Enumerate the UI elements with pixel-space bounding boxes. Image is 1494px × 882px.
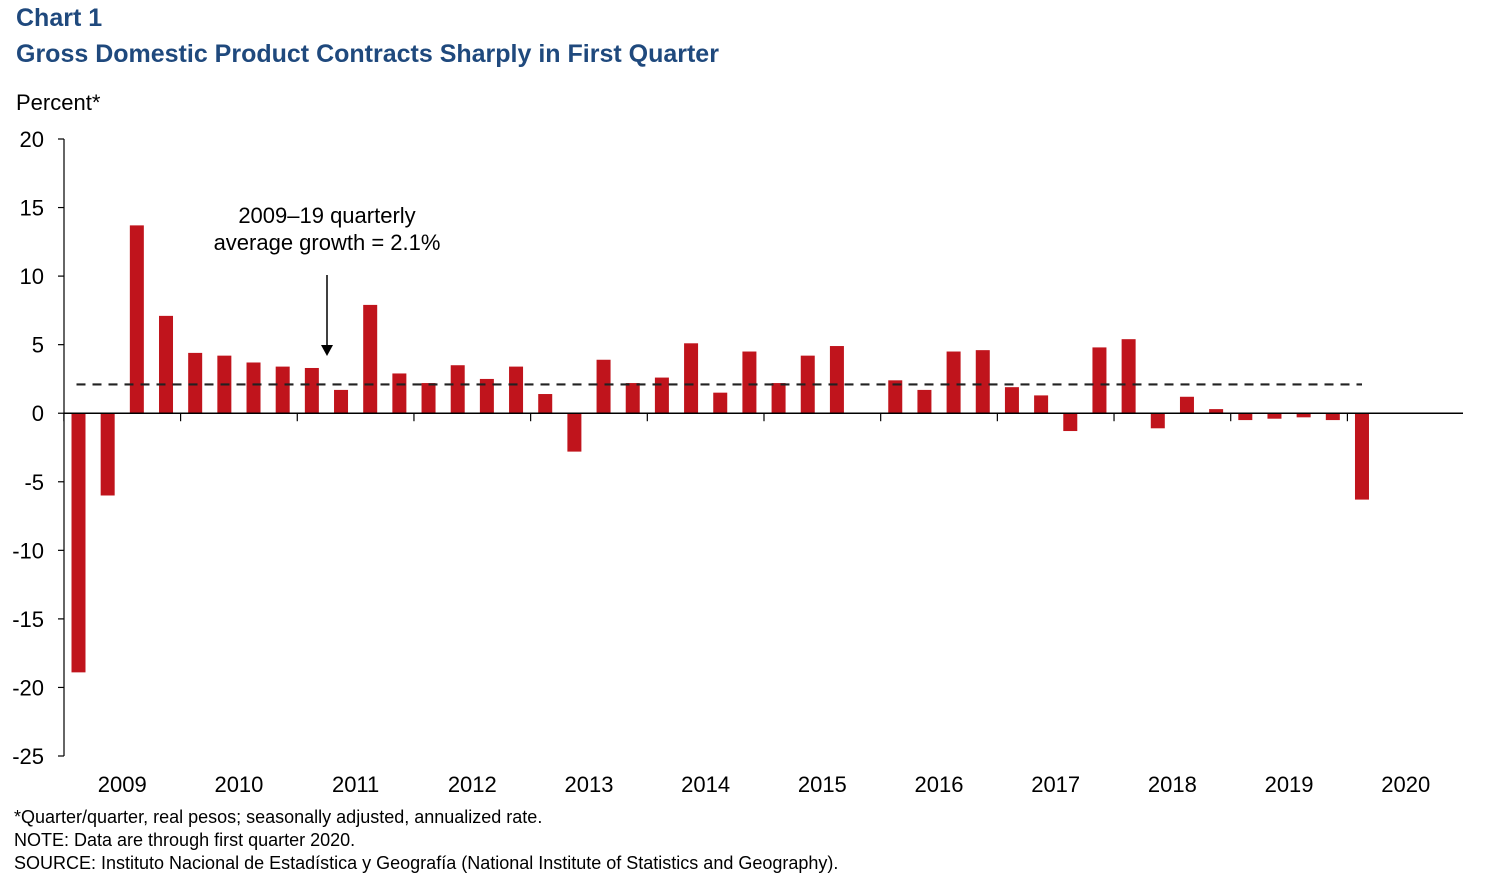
bar bbox=[1354, 413, 1369, 500]
y-tick-label: 5 bbox=[32, 333, 44, 358]
chart-label: Chart 1 bbox=[16, 4, 103, 32]
bar bbox=[1034, 395, 1049, 414]
x-tick-label: 2013 bbox=[564, 772, 613, 797]
y-tick-label: 20 bbox=[20, 127, 44, 152]
bar bbox=[1092, 347, 1107, 414]
bar bbox=[129, 225, 144, 414]
bar bbox=[888, 380, 903, 414]
bar bbox=[829, 346, 844, 414]
x-tick-label: 2010 bbox=[214, 772, 263, 797]
bar bbox=[917, 389, 932, 414]
y-tick-label: -10 bbox=[12, 538, 44, 563]
bar bbox=[713, 392, 728, 414]
footnote: *Quarter/quarter, real pesos; seasonally… bbox=[14, 807, 543, 827]
y-tick-label: -15 bbox=[12, 607, 44, 632]
x-tick-label: 2016 bbox=[915, 772, 964, 797]
y-tick-label: 15 bbox=[20, 196, 44, 221]
bar bbox=[771, 383, 786, 414]
annotation-group: 2009–19 quarterly average growth = 2.1% bbox=[214, 203, 441, 356]
bar-series bbox=[71, 225, 1369, 673]
annotation-arrow-head bbox=[321, 345, 333, 356]
bar bbox=[363, 304, 378, 414]
bar bbox=[100, 413, 115, 496]
y-tick-label: -20 bbox=[12, 675, 44, 700]
bar bbox=[596, 359, 611, 414]
bar bbox=[538, 394, 553, 414]
bar bbox=[275, 366, 290, 414]
bar bbox=[1063, 413, 1078, 432]
bar bbox=[567, 413, 582, 452]
bar bbox=[421, 383, 436, 414]
bar bbox=[1121, 339, 1136, 414]
bar bbox=[654, 377, 669, 414]
bar bbox=[334, 389, 349, 414]
bar bbox=[975, 350, 990, 414]
x-tick-label: 2020 bbox=[1381, 772, 1430, 797]
annotation-line-1: 2009–19 quarterly bbox=[238, 203, 415, 228]
note: NOTE: Data are through first quarter 202… bbox=[14, 830, 356, 850]
x-tick-label: 2015 bbox=[798, 772, 847, 797]
bar bbox=[1179, 396, 1194, 414]
y-tick-label: 10 bbox=[20, 264, 44, 289]
x-tick-label: 2012 bbox=[448, 772, 497, 797]
bar bbox=[1150, 413, 1165, 429]
bar bbox=[479, 378, 494, 414]
chart-notes: *Quarter/quarter, real pesos; seasonally… bbox=[14, 806, 838, 875]
bar bbox=[742, 351, 757, 414]
bar bbox=[800, 355, 815, 414]
bar bbox=[1267, 413, 1282, 419]
bar bbox=[450, 365, 465, 414]
bar bbox=[246, 362, 261, 414]
y-axis-unit-label: Percent* bbox=[16, 90, 101, 115]
bar bbox=[392, 373, 407, 414]
bar bbox=[1004, 387, 1019, 414]
x-tick-label: 2018 bbox=[1148, 772, 1197, 797]
bar bbox=[1296, 413, 1311, 418]
bar bbox=[159, 315, 174, 414]
x-tick-label: 2017 bbox=[1031, 772, 1080, 797]
x-tick-label: 2014 bbox=[681, 772, 730, 797]
bar bbox=[509, 366, 524, 414]
bar bbox=[684, 343, 699, 414]
x-axis: 2009 2010 2011 2012 2013 2014 2015 2016 2017 2018… bbox=[63, 412, 1463, 797]
bar bbox=[304, 367, 319, 414]
bar bbox=[71, 413, 86, 673]
y-axis: 20 15 10 5 0 -5 -10 -15 -20 -25 bbox=[12, 127, 65, 769]
chart-title: Gross Domestic Product Contracts Sharply… bbox=[16, 40, 719, 68]
bar bbox=[188, 352, 203, 414]
annotation-line-2: average growth = 2.1% bbox=[214, 230, 441, 255]
bar bbox=[946, 351, 961, 414]
y-tick-label: 0 bbox=[32, 401, 44, 426]
y-tick-label: -5 bbox=[24, 470, 44, 495]
bar bbox=[1209, 409, 1224, 414]
x-tick-label: 2009 bbox=[98, 772, 147, 797]
bar bbox=[1238, 413, 1253, 421]
x-tick-label: 2011 bbox=[332, 772, 379, 797]
bar bbox=[625, 383, 640, 414]
y-tick-label: -25 bbox=[12, 744, 44, 769]
source: SOURCE: Instituto Nacional de Estadístic… bbox=[14, 853, 839, 873]
bar bbox=[1325, 413, 1340, 421]
x-tick-label: 2019 bbox=[1265, 772, 1314, 797]
